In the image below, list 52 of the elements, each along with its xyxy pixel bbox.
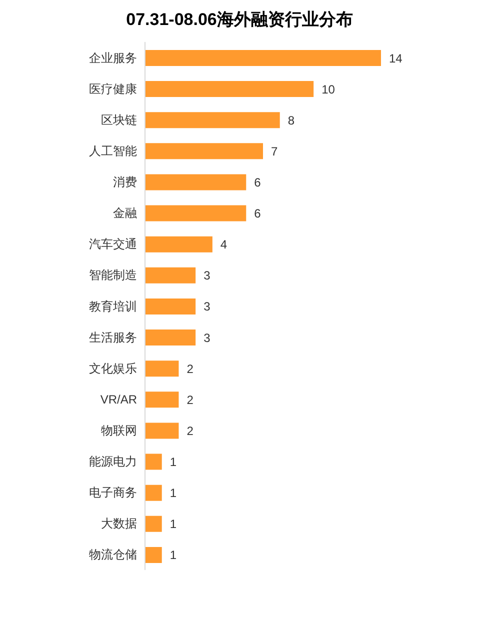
y-tick-label: 文化娱乐 — [89, 361, 137, 376]
bar — [145, 330, 196, 346]
bar — [145, 112, 280, 128]
y-tick-label: 教育培训 — [89, 299, 137, 314]
data-label: 6 — [254, 175, 262, 190]
y-tick-label: 能源电力 — [89, 454, 137, 469]
y-tick-label: 消费 — [113, 175, 137, 190]
data-label: 1 — [170, 517, 177, 532]
chart-title: 07.31-08.06海外融资行业分布 — [125, 9, 354, 31]
data-label: 10 — [322, 82, 336, 96]
data-label: 4 — [220, 238, 228, 252]
bar — [145, 50, 381, 66]
bar — [145, 174, 246, 190]
data-label: 14 — [389, 51, 403, 66]
bar — [145, 298, 196, 314]
y-tick-label: VR/AR — [100, 392, 138, 406]
data-label: 2 — [186, 362, 194, 376]
bar — [145, 267, 196, 284]
y-tick-label: 企业服务 — [89, 50, 137, 65]
y-tick-label: 汽车交通 — [89, 237, 137, 252]
data-label: 1 — [170, 548, 177, 562]
data-label: 6 — [254, 206, 262, 221]
bar — [145, 236, 212, 252]
bar — [145, 143, 263, 160]
y-tick-label: 物联网 — [101, 423, 137, 438]
bar — [145, 454, 162, 470]
y-tick-label: 生活服务 — [89, 330, 137, 344]
bar — [145, 516, 162, 532]
y-tick-label: 大数据 — [101, 516, 137, 531]
bar — [145, 422, 179, 439]
data-label: 2 — [186, 392, 194, 407]
data-label: 3 — [204, 300, 211, 314]
y-tick-label: 电子商务 — [89, 486, 137, 500]
bar — [145, 81, 314, 98]
data-label: 8 — [288, 113, 295, 128]
y-tick-label: 区块链 — [101, 112, 137, 127]
y-tick-label: 物流仓储 — [89, 548, 137, 562]
data-label: 3 — [204, 330, 211, 345]
y-tick-label: 智能制造 — [89, 268, 137, 282]
bar — [145, 205, 246, 222]
data-label: 1 — [170, 486, 177, 500]
bar — [145, 546, 162, 563]
bar — [145, 360, 179, 377]
y-tick-label: 医疗健康 — [89, 82, 137, 96]
data-label: 3 — [204, 268, 211, 283]
data-label: 1 — [170, 455, 177, 470]
y-tick-label: 金融 — [113, 206, 137, 220]
data-label: 7 — [271, 144, 278, 158]
y-tick-label: 人工智能 — [89, 144, 137, 158]
data-label: 2 — [186, 424, 194, 438]
bar — [145, 484, 162, 501]
bar — [145, 392, 179, 408]
